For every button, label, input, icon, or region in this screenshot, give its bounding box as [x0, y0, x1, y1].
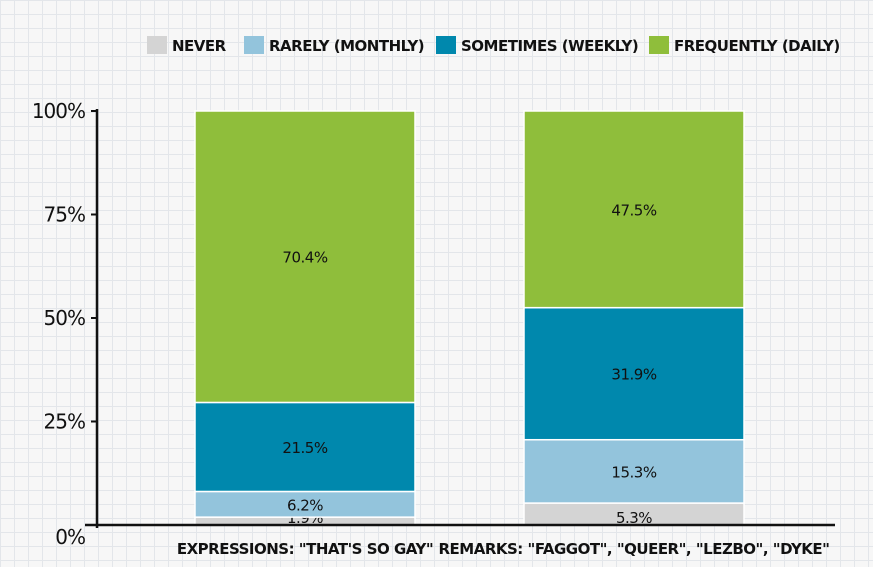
legend: NEVER RARELY (MONTHLY) SOMETIMES (WEEKLY) F… [147, 36, 840, 55]
data-label-0-3: 70.4% [282, 249, 327, 267]
data-label-1-3: 47.5% [611, 201, 656, 219]
legend-swatch-3 [649, 36, 669, 54]
bar-segment-1-3 [523, 110, 745, 309]
y-tick-label-2: 50% [44, 306, 85, 330]
data-label-1-0: 5.3% [616, 509, 652, 527]
bar-segment-1-1 [523, 438, 745, 504]
legend-label-1: RARELY (MONTHLY) [269, 37, 424, 55]
bar-segment-0-3 [194, 110, 416, 404]
legend-swatch-0 [147, 36, 167, 54]
legend-label-2: SOMETIMES (WEEKLY) [461, 37, 638, 55]
y-tick-label-3: 75% [44, 203, 85, 227]
y-tick-label-4: 100% [32, 99, 85, 123]
data-label-1-1: 15.3% [611, 463, 656, 481]
y-axis: 0% 25% 50% 75% 100% [32, 99, 99, 549]
data-label-1-2: 31.9% [611, 366, 656, 384]
bar-segment-1-2 [523, 306, 745, 441]
y-tick-label-1: 25% [44, 410, 85, 434]
data-label-0-1: 6.2% [287, 496, 323, 514]
legend-swatch-2 [436, 36, 456, 54]
legend-label-0: NEVER [172, 37, 227, 55]
bar-segment-0-1 [194, 490, 416, 518]
data-label-0-2: 21.5% [282, 439, 327, 457]
x-tick-label-1: REMARKS: "FAGGOT", "QUEER", "LEZBO", "DY… [439, 540, 830, 558]
x-tick-label-0: EXPRESSIONS: "THAT'S SO GAY" [177, 540, 433, 558]
x-axis: EXPRESSIONS: "THAT'S SO GAY" REMARKS: "FA… [85, 523, 835, 558]
y-tick-label-0: 0% [55, 525, 85, 549]
legend-label-3: FREQUENTLY (DAILY) [674, 37, 840, 55]
legend-swatch-1 [244, 36, 264, 54]
bars: 1.9%6.2%21.5%70.4%5.3%15.3%31.9%47.5% [194, 110, 745, 527]
